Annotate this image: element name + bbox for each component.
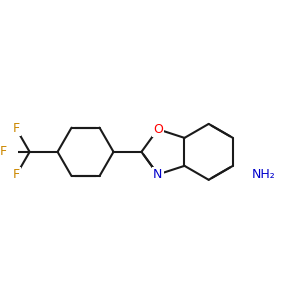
Text: N: N [153, 168, 163, 181]
Text: O: O [153, 123, 163, 136]
Text: NH₂: NH₂ [251, 168, 275, 182]
Text: F: F [13, 168, 20, 182]
Text: F: F [0, 146, 7, 158]
Text: F: F [13, 122, 20, 135]
